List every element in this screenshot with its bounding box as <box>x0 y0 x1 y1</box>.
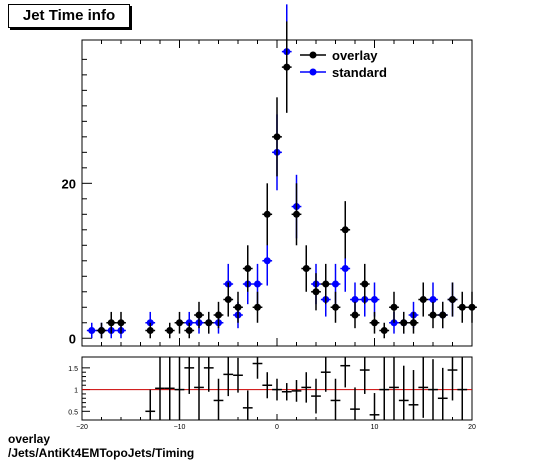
standard-point <box>254 280 261 288</box>
overlay-point <box>146 327 154 335</box>
overlay-point <box>410 319 417 327</box>
legend-label: overlay <box>332 48 378 63</box>
legend-marker <box>309 68 317 76</box>
overlay-point <box>351 311 359 319</box>
legend-label: standard <box>332 65 387 80</box>
ratio-y-tick-label: 1 <box>74 388 78 395</box>
footer-label: overlay <box>8 432 51 446</box>
overlay-point <box>117 319 125 327</box>
overlay-point <box>458 303 466 311</box>
overlay-point <box>302 265 310 273</box>
footer-path: /Jets/AntiKt4EMTopoJets/Timing <box>8 446 195 460</box>
overlay-point <box>449 296 456 304</box>
standard-point <box>351 296 359 304</box>
overlay-point <box>361 280 369 288</box>
overlay-point <box>234 303 242 311</box>
ratio-x-tick-label: 0 <box>275 424 279 431</box>
overlay-point <box>215 311 222 319</box>
overlay-point <box>166 327 174 335</box>
overlay-point <box>107 319 115 327</box>
overlay-point <box>371 319 378 327</box>
standard-point <box>332 280 339 288</box>
ratio-y-tick-label: 1.5 <box>68 366 78 373</box>
overlay-point <box>419 296 427 304</box>
overlay-point <box>254 303 261 311</box>
ratio-points <box>145 357 468 420</box>
overlay-point <box>98 327 105 335</box>
overlay-point <box>380 327 388 335</box>
main-y-tick-label: 20 <box>62 176 76 191</box>
standard-point <box>341 265 349 273</box>
legend-marker <box>309 51 317 59</box>
overlay-point <box>283 63 291 71</box>
standard-point <box>429 296 437 304</box>
ratio-x-tick-label: 10 <box>371 424 379 431</box>
overlay-point <box>176 319 183 327</box>
overlay-point <box>224 296 232 304</box>
overlay-point <box>332 303 339 311</box>
overlay-point <box>429 311 437 319</box>
ratio-x-tick-label: 20 <box>468 424 476 431</box>
overlay-point <box>468 303 476 311</box>
overlay-point <box>263 210 271 218</box>
ratio-x-tick-label: −10 <box>174 424 186 431</box>
standard-point <box>263 257 271 265</box>
overlay-point <box>322 280 330 288</box>
overlay-point <box>312 288 320 296</box>
main-y-tick-label: 0 <box>69 331 76 346</box>
overlay-point <box>400 319 408 327</box>
overlay-point <box>273 133 281 141</box>
overlay-point <box>341 226 349 234</box>
overlay-point <box>195 311 203 319</box>
standard-point <box>371 296 378 304</box>
overlay-point <box>185 327 193 335</box>
standard-point <box>88 327 96 335</box>
overlay-point <box>244 265 252 273</box>
overlay-point <box>439 311 447 319</box>
ratio-y-tick-label: 0.5 <box>68 409 78 416</box>
ratio-x-tick-label: −20 <box>76 424 88 431</box>
overlay-point <box>293 210 300 218</box>
overlay-point <box>205 319 213 327</box>
plot-title: Jet Time info <box>8 4 130 28</box>
overlay-point <box>390 303 398 311</box>
main-plot-frame <box>81 39 473 347</box>
